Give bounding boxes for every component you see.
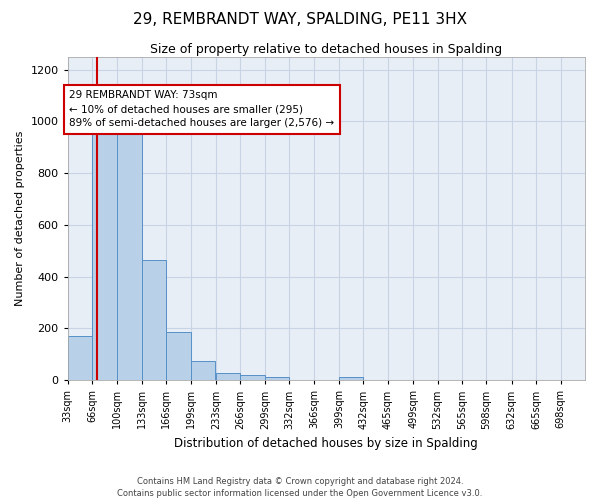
Text: 29, REMBRANDT WAY, SPALDING, PE11 3HX: 29, REMBRANDT WAY, SPALDING, PE11 3HX — [133, 12, 467, 28]
Y-axis label: Number of detached properties: Number of detached properties — [15, 131, 25, 306]
Bar — [68, 336, 92, 380]
Bar — [118, 124, 142, 380]
Bar — [166, 332, 191, 380]
Bar — [92, 129, 116, 380]
Bar — [265, 377, 289, 380]
Bar — [241, 375, 265, 380]
Text: 29 REMBRANDT WAY: 73sqm
← 10% of detached houses are smaller (295)
89% of semi-d: 29 REMBRANDT WAY: 73sqm ← 10% of detache… — [69, 90, 334, 128]
Bar — [216, 373, 241, 380]
Text: Contains HM Land Registry data © Crown copyright and database right 2024.
Contai: Contains HM Land Registry data © Crown c… — [118, 476, 482, 498]
Bar — [339, 377, 364, 380]
Bar — [142, 260, 166, 380]
Bar — [191, 361, 215, 380]
Title: Size of property relative to detached houses in Spalding: Size of property relative to detached ho… — [150, 42, 502, 56]
X-axis label: Distribution of detached houses by size in Spalding: Distribution of detached houses by size … — [175, 437, 478, 450]
